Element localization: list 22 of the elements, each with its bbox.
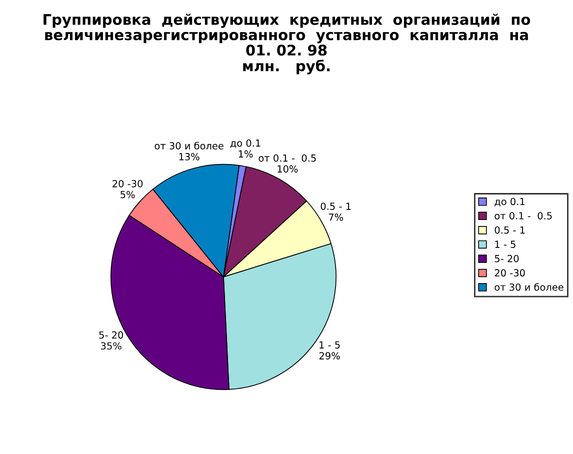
legend-label: 20 -30 [494,269,525,277]
data-label: 29% [319,352,340,360]
data-label: 10% [278,165,298,173]
legend-label: 5- 20 [494,254,519,262]
chart-title: Группировка действующих кредитных организаций по величинезарегистрированного уставного капиталла на 01. 02. 98 млн. руб. [44,14,530,74]
legend-label: 1 - 5 [495,240,516,248]
legend-label: 0.5 - 1 [494,226,525,234]
slice-label: от 0.1 - 0.5 [258,154,316,162]
slice-label: 5- 20 [99,331,124,339]
data-label: 7% [328,214,344,221]
slice-label: до 0.1 [230,139,260,148]
slice-label: 20 -30 [112,180,143,188]
legend-label: от 30 и более [494,283,564,291]
legend-label: до 0.1 [494,198,524,206]
slice-label: 1 - 5 [320,341,340,349]
data-label: 1% [238,150,253,158]
data-label: 35% [101,342,122,350]
legend-label: от 0.1 - 0.5 [494,212,552,220]
slice-label: от 30 и более [154,142,224,150]
data-label: 5% [120,190,135,198]
data-label: 13% [179,153,200,160]
slice-label: 0.5 - 1 [320,202,351,210]
